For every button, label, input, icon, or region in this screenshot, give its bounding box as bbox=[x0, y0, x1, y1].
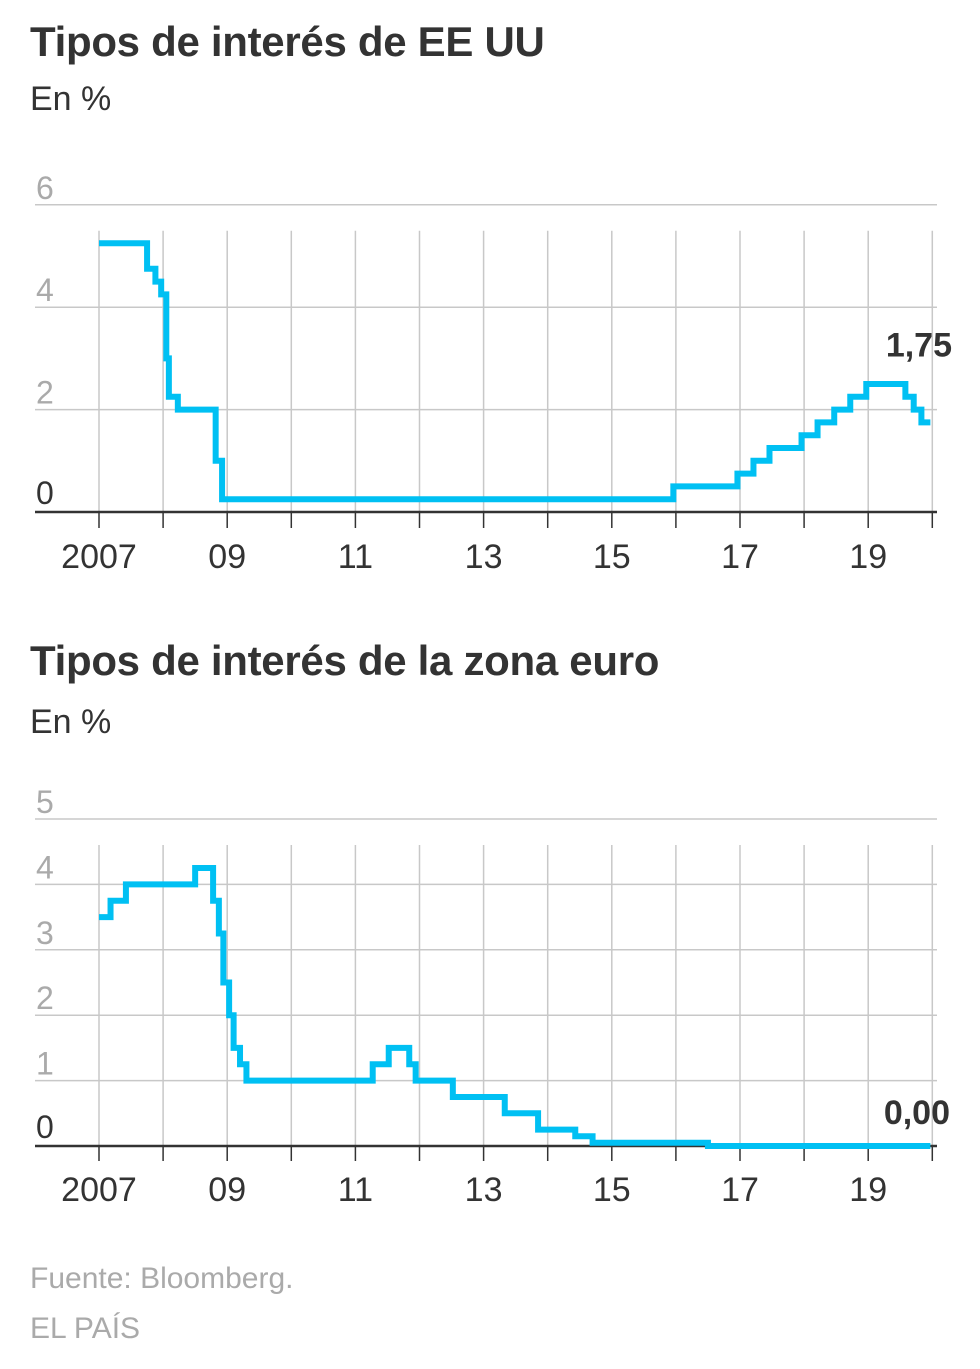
x-tick-label-eu-15: 15 bbox=[593, 1171, 631, 1209]
x-tick-label-eu-11: 11 bbox=[338, 1171, 373, 1209]
x-tick-label-us-11: 11 bbox=[338, 538, 373, 576]
end-value-label-us: 1,75 bbox=[886, 326, 952, 364]
x-tick-label-eu-2007: 2007 bbox=[61, 1171, 137, 1209]
x-tick-label-us-2007: 2007 bbox=[61, 538, 137, 576]
y-tick-label-eu-2: 2 bbox=[36, 980, 54, 1016]
y-tick-label-eu-3: 3 bbox=[36, 915, 54, 951]
series-line-eu bbox=[99, 865, 931, 1149]
x-tick-label-us-09: 09 bbox=[208, 538, 246, 576]
x-tick-label-us-19: 19 bbox=[849, 538, 887, 576]
x-tick-label-eu-17: 17 bbox=[721, 1171, 759, 1209]
y-tick-label-eu-1: 1 bbox=[36, 1046, 54, 1082]
y-tick-label-us-4: 4 bbox=[36, 272, 54, 308]
end-value-label-eu: 0,00 bbox=[884, 1094, 950, 1132]
chart-title-eu: Tipos de interés de la zona euro bbox=[30, 637, 660, 684]
y-tick-label-eu-5: 5 bbox=[36, 784, 54, 820]
x-tick-label-eu-09: 09 bbox=[208, 1171, 246, 1209]
chart-subtitle-eu: En % bbox=[30, 703, 112, 741]
x-tick-label-eu-13: 13 bbox=[465, 1171, 503, 1209]
y-tick-label-eu-4: 4 bbox=[36, 849, 54, 885]
source-note: Fuente: Bloomberg. bbox=[30, 1262, 294, 1295]
series-line-us bbox=[99, 240, 931, 503]
y-tick-label-us-6: 6 bbox=[36, 170, 54, 206]
y-tick-label-eu-0: 0 bbox=[36, 1109, 54, 1145]
publisher-credit: EL PAÍS bbox=[30, 1312, 141, 1345]
y-tick-label-us-0: 0 bbox=[36, 475, 54, 511]
chart-us: 0 2 4 6 2007 09 11 13 15 17 19 1,75 bbox=[35, 170, 952, 576]
x-tick-label-eu-19: 19 bbox=[849, 1171, 887, 1209]
chart-eu: 0 1 2 3 4 5 2007 09 11 13 15 17 19 0,00 bbox=[35, 784, 950, 1209]
chart-subtitle-us: En % bbox=[30, 80, 112, 118]
x-tick-label-us-13: 13 bbox=[465, 538, 503, 576]
chart-title-us: Tipos de interés de EE UU bbox=[30, 18, 545, 65]
x-tick-label-us-17: 17 bbox=[721, 538, 759, 576]
y-tick-label-us-2: 2 bbox=[36, 375, 54, 411]
x-tick-label-us-15: 15 bbox=[593, 538, 631, 576]
